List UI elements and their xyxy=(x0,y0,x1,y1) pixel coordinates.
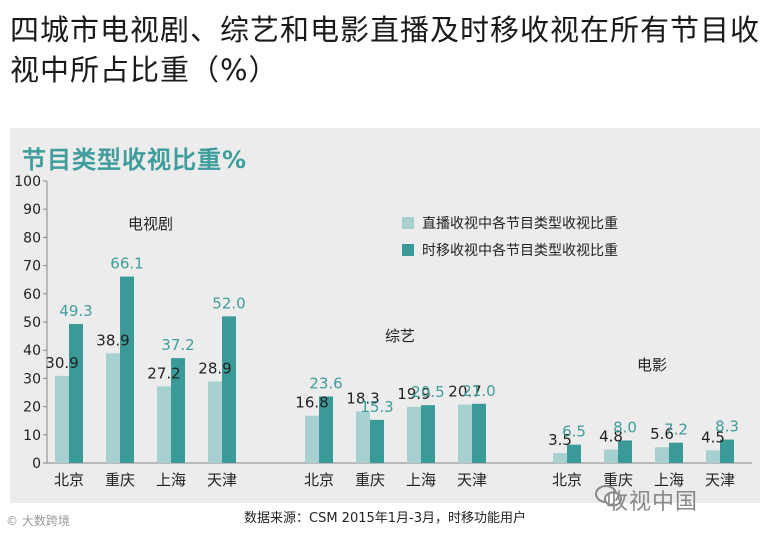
legend-swatch-live xyxy=(402,217,414,229)
data-label-live: 18.3 xyxy=(346,389,379,407)
bar-shift xyxy=(472,403,486,463)
data-label-shift: 66.1 xyxy=(110,255,143,273)
y-axis: 0 10 20 30 40 50 60 70 80 90 100 xyxy=(14,174,752,472)
data-label-live: 20.7 xyxy=(448,383,481,401)
bar-live xyxy=(157,386,171,463)
group-label: 电影 xyxy=(637,356,667,374)
data-label-live: 30.9 xyxy=(45,354,78,372)
bar-shift xyxy=(669,442,683,463)
y-tick-label: 10 xyxy=(23,428,41,444)
page-title: 四城市电视剧、综艺和电影直播及时移收视在所有节目收视中所占比重（%） xyxy=(10,13,761,87)
category-label: 重庆 xyxy=(355,471,385,489)
bar-shift xyxy=(319,396,333,463)
bar-live xyxy=(305,415,319,463)
y-tick-label: 40 xyxy=(23,343,41,359)
bar-live xyxy=(55,375,69,463)
category-label: 北京 xyxy=(54,471,84,489)
category-label: 重庆 xyxy=(105,471,135,489)
category-label: 天津 xyxy=(207,471,237,489)
bar-live xyxy=(604,449,618,463)
category-label: 上海 xyxy=(156,471,186,489)
data-label-shift: 49.3 xyxy=(59,302,92,320)
data-label-live: 4.5 xyxy=(701,428,725,446)
y-tick-label: 60 xyxy=(23,287,41,303)
data-label-live: 38.9 xyxy=(96,331,129,349)
bar-shift xyxy=(567,444,581,463)
bar-live xyxy=(706,450,720,463)
watermark-left: © 大数跨境 xyxy=(6,514,70,528)
y-tick-label: 90 xyxy=(23,202,41,218)
bar-shift xyxy=(720,439,734,463)
y-tick-label: 100 xyxy=(14,174,41,190)
data-label-shift: 8.3 xyxy=(715,418,739,436)
data-label-live: 19.9 xyxy=(397,385,430,403)
bar-live xyxy=(553,453,567,463)
bar-live xyxy=(655,447,669,463)
y-tick-label: 80 xyxy=(23,230,41,246)
category-label: 上海 xyxy=(654,471,684,489)
group-label: 综艺 xyxy=(385,327,415,345)
data-label-shift: 7.2 xyxy=(664,421,688,439)
category-label: 天津 xyxy=(457,471,487,489)
bar-shift xyxy=(222,316,236,463)
chart-heading: 节目类型收视比重% xyxy=(22,146,248,174)
data-label-shift: 15.3 xyxy=(360,398,393,416)
data-label-shift: 21.0 xyxy=(462,382,495,400)
labels: 30.9 49.3 北京 38.9 66.1 重庆 27.2 37.2 上海 28.9 52.0 天津… xyxy=(45,215,739,489)
data-label-shift: 8.0 xyxy=(613,418,637,436)
source-note: 数据来源：CSM 2015年1月-3月，时移功能用户 xyxy=(244,511,526,526)
watermark-right: 收视中国 xyxy=(606,490,699,515)
legend-swatch-shift xyxy=(402,244,414,256)
y-tick-label: 70 xyxy=(23,259,41,275)
data-label-shift: 6.5 xyxy=(562,423,586,441)
category-label: 重庆 xyxy=(603,471,633,489)
wechat-icon xyxy=(595,485,622,507)
legend-label-shift: 时移收视中各节目类型收视比重 xyxy=(422,243,618,259)
y-tick-label: 30 xyxy=(23,371,41,387)
category-label: 天津 xyxy=(705,471,735,489)
bar-shift xyxy=(618,440,632,463)
data-label-live: 16.8 xyxy=(295,394,328,412)
category-label: 北京 xyxy=(304,471,334,489)
bar-live xyxy=(208,381,222,463)
category-label: 北京 xyxy=(552,471,582,489)
bar-live xyxy=(458,404,472,463)
bar-shift xyxy=(171,358,185,463)
chart-panel xyxy=(10,128,760,503)
y-tick-label: 20 xyxy=(23,400,41,416)
data-label-live: 5.6 xyxy=(650,425,674,443)
data-label-live: 28.9 xyxy=(198,360,231,378)
y-tick-label: 0 xyxy=(32,456,41,472)
category-label: 上海 xyxy=(406,471,436,489)
bar-live xyxy=(106,353,120,463)
bar-shift xyxy=(120,276,134,463)
data-label-shift: 20.5 xyxy=(411,383,444,401)
bar-shift xyxy=(69,323,83,463)
data-label-shift: 23.6 xyxy=(309,374,342,392)
bar-live xyxy=(407,406,421,463)
y-tick-label: 50 xyxy=(23,315,41,331)
legend-label-live: 直播收视中各节目类型收视比重 xyxy=(422,215,618,232)
bar-shift xyxy=(421,405,435,463)
bar-shift xyxy=(370,419,384,463)
data-label-live: 4.8 xyxy=(599,427,623,445)
data-label-live: 3.5 xyxy=(548,431,572,449)
legend: 直播收视中各节目类型收视比重 时移收视中各节目类型收视比重 xyxy=(402,215,618,259)
group-label: 电视剧 xyxy=(128,215,173,233)
bar-live xyxy=(356,411,370,463)
data-label-live: 27.2 xyxy=(147,364,180,382)
data-label-shift: 52.0 xyxy=(212,294,245,312)
bars xyxy=(55,276,734,463)
data-label-shift: 37.2 xyxy=(161,336,194,354)
